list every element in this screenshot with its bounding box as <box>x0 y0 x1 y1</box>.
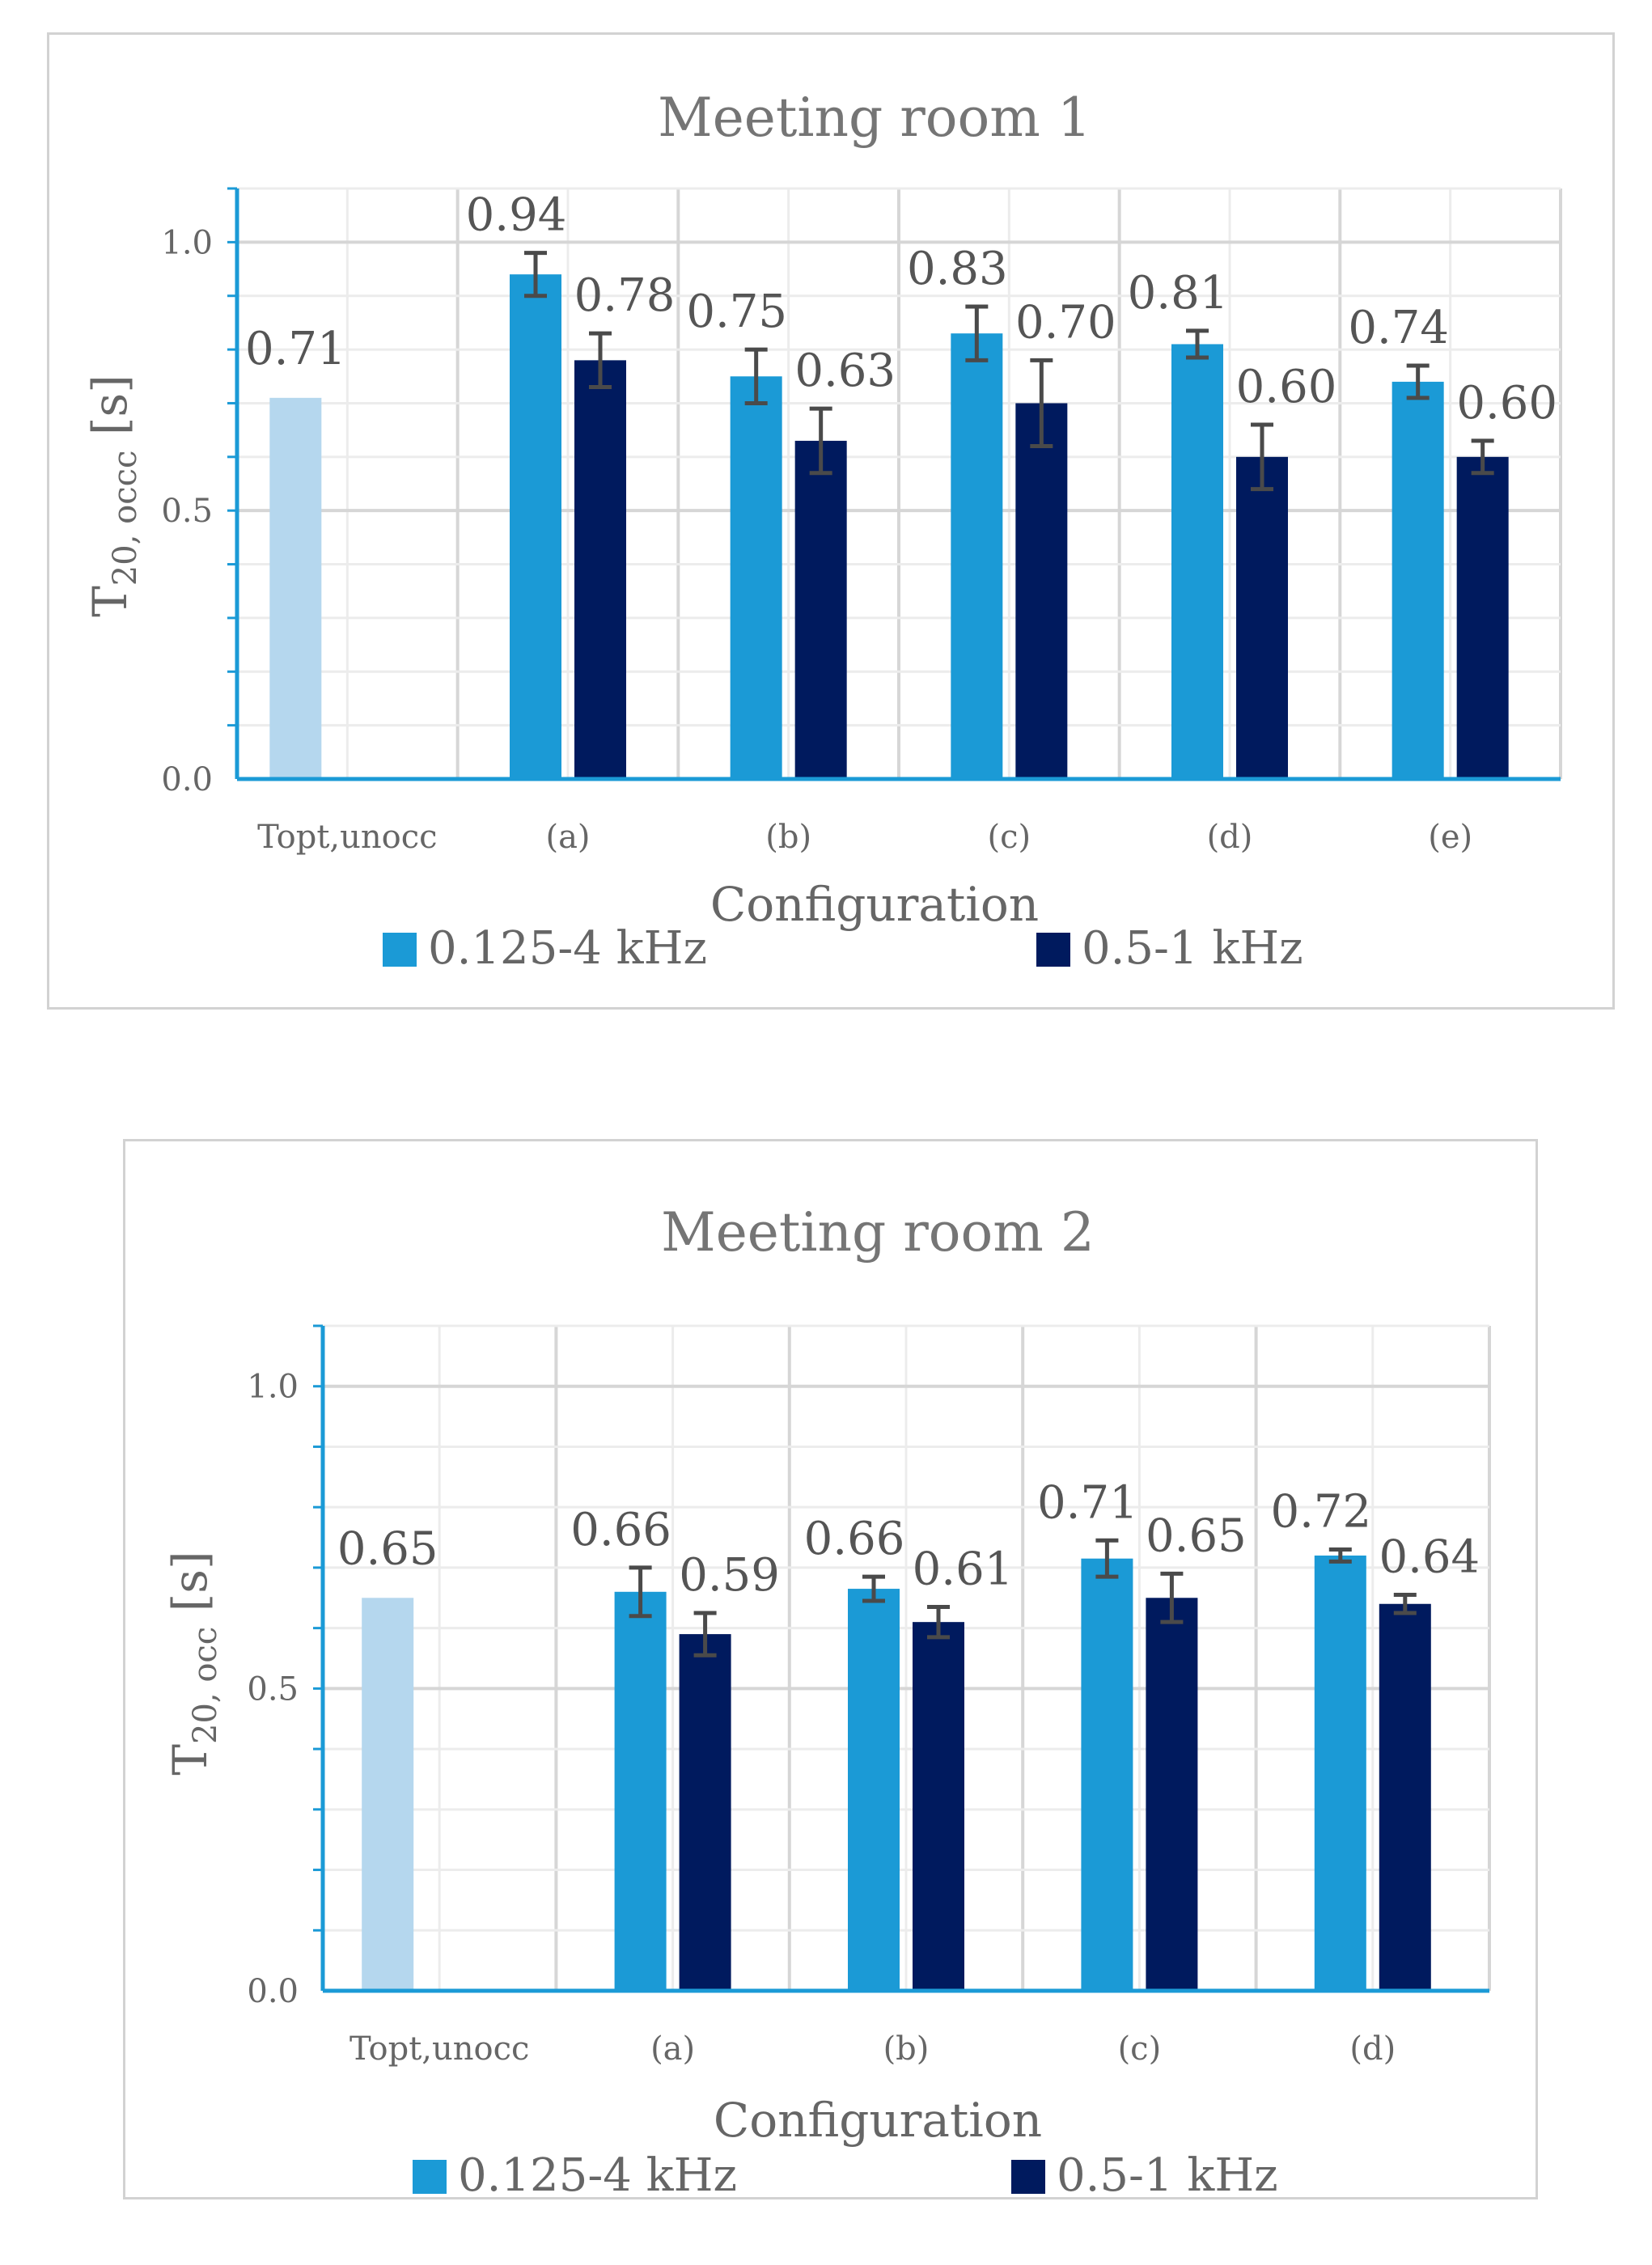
bar-broadband <box>614 1591 667 1991</box>
data-label: 0.83 <box>907 243 1008 295</box>
legend-swatch-midband <box>1036 933 1070 967</box>
y-axis-label-unit: [s] <box>163 1551 218 1626</box>
data-label: 0.66 <box>570 1504 671 1556</box>
data-label: 0.74 <box>1348 302 1449 354</box>
legend-swatch-broadband <box>413 2160 447 2194</box>
chart-1-svg: Meeting room 10.00.51.00.710.940.750.83 0… <box>83 87 1562 975</box>
y-axis-label: T20, occ [s] <box>163 1551 224 1775</box>
data-label: 0.78 <box>574 269 676 322</box>
x-category-label: (a) <box>545 819 590 856</box>
data-label: 0.60 <box>1236 361 1337 413</box>
bar-broadband <box>1171 344 1223 779</box>
legend-label: 0.125-4 kHz <box>458 2149 737 2202</box>
reference-bar <box>362 1598 414 1991</box>
legend-swatch-broadband <box>383 933 417 967</box>
x-category-label: (c) <box>1118 2030 1162 2068</box>
x-category-label: (c) <box>988 819 1031 856</box>
reference-bar <box>269 397 322 779</box>
data-label: 0.81 <box>1128 267 1229 320</box>
chart-meeting-room-1: Meeting room 1 0.0 0.5 1.0 0.71 0.94 0.75 0.83 0… <box>47 32 1615 1010</box>
y-axis-label: T20, occc [s] <box>83 375 144 617</box>
y-tick-label: 1.0 <box>247 1369 299 1406</box>
x-category-label: (d) <box>1349 2030 1396 2068</box>
y-axis-label-subscript: 20, occc <box>107 451 144 586</box>
bar-broadband <box>1314 1555 1366 1991</box>
reference-data-label: 0.65 <box>337 1522 438 1575</box>
x-category-label: Topt,unocc <box>257 819 437 856</box>
y-tick-label: 0.0 <box>161 761 213 798</box>
x-category-label: (b) <box>765 819 811 856</box>
x-category-label: (e) <box>1428 819 1472 856</box>
chart-meeting-room-2: Meeting room 2 0.0 0.5 1.0 0.65 0.66 0.66 0.71 0… <box>123 1139 1538 2202</box>
bar-broadband <box>1081 1558 1133 1991</box>
bar-midband <box>574 360 626 779</box>
bar-midband <box>1236 456 1288 779</box>
chart-2-svg: Meeting room 20.00.51.00.65 0.66 0.660.71 0… <box>163 1201 1491 2202</box>
legend-label: 0.125-4 kHz <box>428 922 707 975</box>
x-category-label: Topt,unocc <box>349 2030 529 2068</box>
bar-midband <box>1456 456 1509 779</box>
bar-broadband <box>510 274 561 779</box>
data-label: 0.75 <box>686 286 787 338</box>
data-label: 0.94 <box>466 189 567 242</box>
y-tick-label: 0.0 <box>247 1973 299 2010</box>
data-label: 0.64 <box>1379 1531 1480 1584</box>
y-tick-label: 0.5 <box>161 493 213 530</box>
data-label: 0.60 <box>1456 377 1557 430</box>
data-label: 0.71 <box>1037 1476 1138 1529</box>
legend-label: 0.5-1 kHz <box>1057 2149 1278 2202</box>
y-axis-label-unit: [s] <box>83 375 138 450</box>
y-tick-label: 1.0 <box>161 224 213 261</box>
bar-midband <box>794 440 847 779</box>
x-category-label: (a) <box>650 2030 695 2068</box>
data-label: 0.70 <box>1015 296 1116 349</box>
y-tick-label: 0.5 <box>247 1670 299 1708</box>
data-label: 0.61 <box>913 1543 1014 1595</box>
legend-label: 0.5-1 kHz <box>1082 922 1303 975</box>
bar-broadband <box>848 1589 900 1991</box>
data-label: 0.72 <box>1270 1485 1371 1538</box>
bar-broadband <box>951 333 1003 779</box>
y-axis-label-main: T <box>163 1744 218 1776</box>
data-label: 0.63 <box>794 345 896 397</box>
x-category-label: (b) <box>883 2030 930 2068</box>
reference-data-label: 0.71 <box>245 323 346 375</box>
bar-midband <box>913 1622 964 1991</box>
chart-title: Meeting room 1 <box>658 87 1091 149</box>
bar-broadband <box>730 376 782 779</box>
x-category-label: (d) <box>1207 819 1253 856</box>
chart-title: Meeting room 2 <box>661 1201 1095 1264</box>
data-label: 0.65 <box>1146 1509 1247 1562</box>
x-axis-label: Configuration <box>714 2093 1042 2148</box>
data-label: 0.66 <box>804 1513 905 1565</box>
bar-broadband <box>1391 381 1444 779</box>
bar-midband <box>1379 1603 1431 1991</box>
y-axis-label-subscript: 20, occ <box>187 1627 224 1744</box>
bar-midband <box>679 1634 731 1991</box>
bar-midband <box>1015 403 1068 779</box>
x-axis-label: Configuration <box>710 877 1039 932</box>
bar-midband <box>1146 1598 1198 1991</box>
data-label: 0.59 <box>679 1549 780 1602</box>
legend-swatch-midband <box>1011 2160 1045 2194</box>
y-axis-label-main: T <box>83 586 138 617</box>
